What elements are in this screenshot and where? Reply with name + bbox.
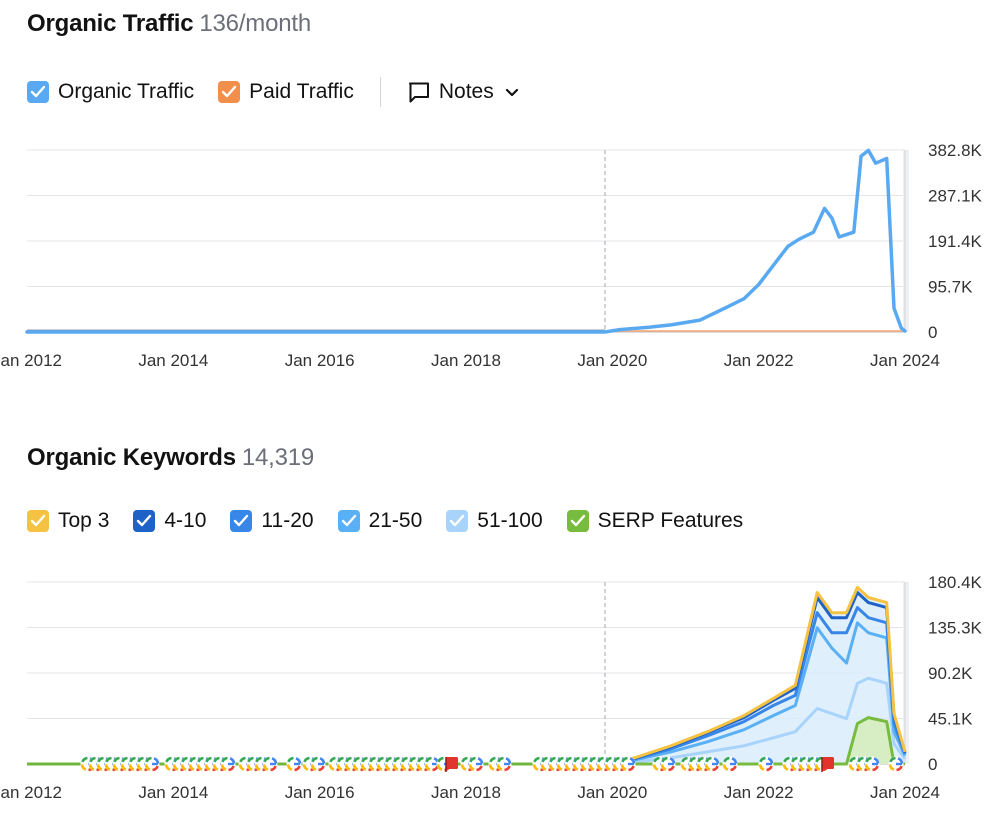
x-tick-label: Jan 2020 [577,783,647,802]
y-tick-label: 191.4K [928,232,983,251]
checkbox-checked-icon[interactable] [27,510,49,532]
google-update-icon[interactable] [310,756,326,772]
x-tick-label: Jan 2024 [870,783,940,802]
legend-11-20[interactable]: 11-20 [230,509,314,533]
x-tick-label: Jan 2014 [138,783,208,802]
x-tick-label: Jan 2020 [577,351,647,370]
checkbox-checked-icon[interactable] [566,510,589,532]
legend-label: 11-20 [261,509,314,532]
legend-label: SERP Features [597,509,744,532]
chart-right-edge [903,582,909,764]
organic-keywords-chart[interactable]: 0 45.1K 90.2K 135.3K 180.4K Jan 2012 Jan 2014 J… [0,562,1000,822]
x-tick-label: Jan 2012 [0,783,62,802]
y-tick-label: 90.2K [928,664,973,683]
legend-51-100[interactable]: 51-100 [446,509,543,533]
google-update-icon[interactable] [620,756,636,772]
legend-paid-traffic[interactable]: Paid Traffic [218,80,354,104]
chevron-down-icon [505,88,518,97]
google-update-icon[interactable] [888,756,904,772]
y-tick-label: 45.1K [928,710,973,729]
traffic-metric: 136/month [199,10,312,37]
y-tick-label: 95.7K [928,278,973,297]
x-tick-label: Jan 2012 [0,351,62,370]
google-update-icon[interactable] [262,756,278,772]
y-tick-label: 135.3K [928,619,983,638]
google-update-icon[interactable] [704,756,720,772]
x-tick-label: Jan 2024 [870,351,940,370]
x-tick-label: Jan 2018 [431,783,501,802]
checkbox-checked-icon[interactable] [230,510,253,532]
y-tick-label: 0 [928,755,937,774]
traffic-title-label: Organic Traffic [27,10,194,37]
traffic-legend: Organic Traffic Paid Traffic Notes [27,77,520,107]
x-tick-label: Jan 2016 [285,783,355,802]
google-update-icon[interactable] [864,756,880,772]
legend-label: 21-50 [368,509,423,532]
x-tick-label: Jan 2018 [431,351,501,370]
series-line-21-50[interactable] [27,621,907,766]
traffic-title: Organic Traffic 136/month [27,10,311,38]
legend-top-3[interactable]: Top 3 [27,509,109,533]
organic-traffic-chart[interactable]: 0 95.7K 191.4K 287.1K 382.8K Jan 2012 Jan 2014… [0,130,1000,390]
checkbox-checked-icon[interactable] [446,510,469,532]
checkbox-checked-icon[interactable] [27,81,49,103]
notes-label: Notes [438,80,494,103]
keywords-metric: 14,319 [241,444,315,471]
keywords-legend: Top 3 4-10 11-20 21-50 51-100 SERP Features [27,509,767,533]
google-update-icon[interactable] [468,756,484,772]
google-update-icon[interactable] [286,756,302,772]
google-update-icon[interactable] [220,756,236,772]
legend-4-10[interactable]: 4-10 [133,509,206,533]
google-update-icon[interactable] [660,756,676,772]
google-update-icon[interactable] [144,756,160,772]
legend-label: 51-100 [477,509,543,532]
x-tick-label: Jan 2022 [724,783,794,802]
y-tick-label: 180.4K [928,573,983,592]
legend-organic-traffic[interactable]: Organic Traffic [27,80,194,104]
legend-label: Top 3 [58,509,110,532]
flag-icon[interactable] [445,757,458,772]
flag-icon[interactable] [821,757,834,772]
checkbox-checked-icon[interactable] [218,81,241,103]
legend-serp-features[interactable]: SERP Features [566,509,744,533]
series-line-organic-traffic[interactable] [25,148,907,334]
notes-dropdown[interactable]: Notes [407,80,520,104]
series-line-top-3[interactable] [27,585,907,766]
keywords-title-label: Organic Keywords [27,444,236,471]
google-update-icon[interactable] [758,756,774,772]
legend-label: 4-10 [164,509,207,532]
y-tick-label: 382.8K [928,141,983,160]
legend-organic-traffic-label: Organic Traffic [58,80,195,103]
x-tick-label: Jan 2016 [285,351,355,370]
checkbox-checked-icon[interactable] [337,510,360,532]
checkbox-checked-icon[interactable] [133,510,156,532]
chart-right-edge [903,150,909,332]
legend-paid-traffic-label: Paid Traffic [249,80,354,103]
y-tick-label: 0 [928,323,937,342]
series-line-51-100[interactable] [27,676,907,766]
keywords-title: Organic Keywords 14,319 [27,444,314,472]
google-update-icon[interactable] [722,756,738,772]
legend-divider [379,77,381,107]
keywords-area-fill [27,587,905,764]
x-tick-label: Jan 2014 [138,351,208,370]
google-update-icon[interactable] [496,756,512,772]
x-tick-label: Jan 2022 [724,351,794,370]
legend-21-50[interactable]: 21-50 [337,509,423,533]
y-tick-label: 287.1K [928,187,983,206]
comment-icon [408,82,429,103]
